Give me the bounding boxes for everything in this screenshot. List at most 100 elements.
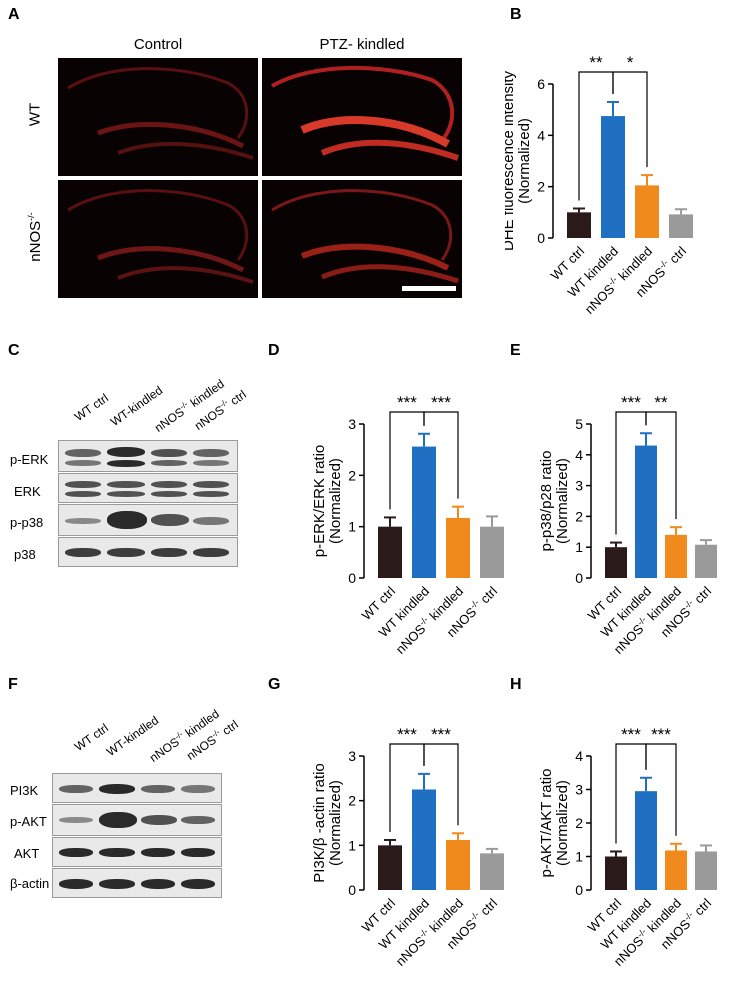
y-tick-label-1: 2 <box>537 179 545 195</box>
y-tick-label-2: 2 <box>575 815 583 831</box>
significance-label-2: *** <box>651 725 671 744</box>
panel-letter-d: D <box>268 342 280 359</box>
bar-2 <box>412 789 436 890</box>
panel-letter-e: E <box>510 342 521 359</box>
blot-c-lane-1: WT ctrl <box>71 390 111 424</box>
blot-f-row-bactin: β-actin <box>10 876 50 891</box>
y-axis-label: PI3K/β -actin ratio <box>311 763 328 883</box>
chart-dhe-intensity: 0 2 4 6 DHE fluorescence intensity(Normalize… <box>505 53 693 317</box>
significance-label-2: ** <box>654 393 668 412</box>
y-tick-label-0: 0 <box>575 882 583 898</box>
panel-letter-c: C <box>8 342 20 359</box>
y-axis-label: p-ERK/ERK ratio <box>311 445 328 558</box>
blot-c-row-p38: p38 <box>14 547 36 562</box>
bar-1 <box>605 547 627 578</box>
y-axis-label: p-p38/p28 ratio <box>538 451 555 552</box>
panel-letter-g: G <box>268 676 281 693</box>
panel-letter-a: A <box>8 6 20 23</box>
bar-2 <box>635 445 657 578</box>
row-label-wt: WT <box>26 102 44 127</box>
bar-4 <box>480 853 504 890</box>
y-axis-label: DHE fluorescence intensity <box>505 70 517 251</box>
significance-label-1: *** <box>621 393 641 412</box>
blot-strip-pakt <box>52 804 222 836</box>
blot-strip-pi3k <box>52 773 222 803</box>
blot-c-row-erk: ERK <box>14 484 41 499</box>
bar-4 <box>480 526 504 578</box>
y-tick-label-2: 2 <box>348 467 356 483</box>
y-axis-label-normalized: (Normalized) <box>516 118 533 204</box>
blot-strip-bactin <box>52 868 222 898</box>
significance-bracket-2 <box>612 71 648 168</box>
bar-3 <box>665 850 687 890</box>
y-tick-label-0: 0 <box>575 570 583 586</box>
y-axis-label: p-AKT/AKT ratio <box>538 769 555 878</box>
bar-4 <box>695 544 717 578</box>
y-tick-label-3: 3 <box>348 748 356 764</box>
y-tick-label-0: 0 <box>348 570 356 586</box>
y-tick-label-2: 2 <box>575 508 583 524</box>
significance-label-2: *** <box>431 725 451 744</box>
blot-c-row-pp38: p-p38 <box>10 515 44 530</box>
significance-bracket-2 <box>423 743 459 826</box>
panel-letter-b: B <box>510 6 522 23</box>
y-tick-label-3: 6 <box>537 76 545 92</box>
y-tick-label-1: 1 <box>348 519 356 535</box>
micrograph-wt-control <box>58 58 258 176</box>
row-label-nnos: nNOS-/- <box>26 212 44 262</box>
significance-label-1: *** <box>621 725 641 744</box>
significance-label-2: * <box>627 53 634 72</box>
bar-3 <box>635 185 659 238</box>
scale-bar <box>402 286 456 291</box>
y-tick-label-1: 1 <box>575 539 583 555</box>
bar-4 <box>695 851 717 890</box>
micrograph-wt-kindled <box>262 58 462 176</box>
y-tick-label-4: 4 <box>575 748 583 764</box>
bar-2 <box>635 791 657 890</box>
bar-3 <box>446 517 470 578</box>
bar-2 <box>412 446 436 578</box>
y-axis-label-normalized: (Normalized) <box>554 458 571 544</box>
bar-4 <box>669 214 693 238</box>
panel-letter-f: F <box>8 676 18 693</box>
y-tick-label-0: 0 <box>537 230 545 246</box>
y-tick-label-4: 4 <box>575 447 583 463</box>
bar-3 <box>446 839 470 890</box>
blot-c-row-perk: p-ERK <box>10 452 49 467</box>
significance-label-1: *** <box>397 393 417 412</box>
significance-label-1: *** <box>397 725 417 744</box>
y-tick-label-3: 3 <box>575 782 583 798</box>
y-tick-label-1: 1 <box>575 849 583 865</box>
panel-letter-h: H <box>510 676 522 693</box>
bar-3 <box>665 534 687 578</box>
y-tick-label-0: 0 <box>348 882 356 898</box>
bar-1 <box>378 845 402 890</box>
y-tick-label-2: 4 <box>537 127 545 143</box>
y-tick-label-3: 3 <box>575 478 583 494</box>
significance-bracket-2 <box>423 411 459 499</box>
significance-bracket-2 <box>645 411 677 520</box>
blot-f-row-pi3k: PI3K <box>10 783 39 798</box>
blot-strip-pp38 <box>58 504 238 536</box>
significance-label-1: ** <box>589 53 603 72</box>
significance-bracket-2 <box>645 743 677 836</box>
y-tick-label-3: 3 <box>348 416 356 432</box>
micrograph-nnos-control <box>58 180 258 298</box>
bar-2 <box>601 116 625 238</box>
blot-f-row-pakt: p-AKT <box>10 814 47 829</box>
blot-strip-erk <box>58 473 238 503</box>
significance-label-2: *** <box>431 393 451 412</box>
y-axis-label-normalized: (Normalized) <box>327 458 344 544</box>
blot-f-row-akt: AKT <box>14 846 40 861</box>
y-tick-label-5: 5 <box>575 416 583 432</box>
column-label-ptz-kindled: PTZ- kindled <box>319 36 405 53</box>
micrograph-nnos-kindled <box>262 180 462 298</box>
blot-strip-perk <box>58 440 238 472</box>
bar-1 <box>605 856 627 890</box>
y-tick-label-2: 2 <box>348 793 356 809</box>
bar-1 <box>567 212 591 238</box>
